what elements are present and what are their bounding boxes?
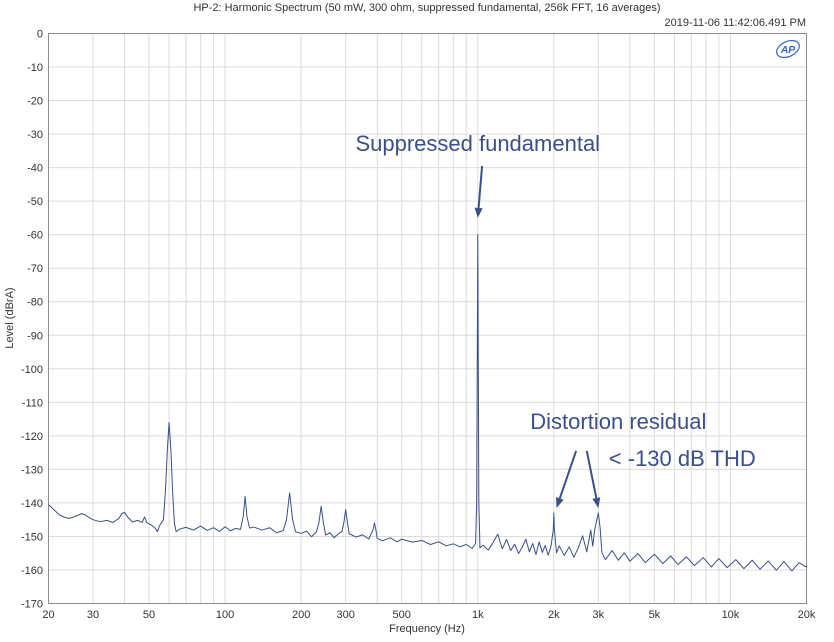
x-tick-label: 20k	[798, 609, 816, 621]
y-tick-label: -30	[27, 129, 43, 141]
x-tick-label: 30	[87, 609, 99, 621]
x-tick-label: 200	[292, 609, 310, 621]
x-axis-tick-labels: 20 30 50 100 200 300 500 1k 2k 3k 5k 10k 20k	[42, 609, 815, 621]
y-tick-label: -90	[27, 330, 43, 342]
y-tick-label: -150	[21, 531, 43, 543]
y-tick-label: -130	[21, 464, 43, 476]
x-tick-label: 2k	[548, 609, 560, 621]
y-tick-label: -70	[27, 263, 43, 275]
annotation-arrow	[556, 450, 578, 508]
annotation-label: < -130 dB THD	[609, 446, 756, 471]
chart-timestamp: 2019-11-06 11:42:06.491 PM	[665, 17, 806, 29]
annotation-label: Suppressed fundamental	[355, 131, 600, 156]
ap-logo-icon: AP	[776, 39, 800, 59]
annotation-arrow	[585, 450, 601, 508]
x-tick-label: 50	[143, 609, 155, 621]
x-tick-label: 3k	[593, 609, 605, 621]
x-tick-label: 20	[42, 609, 54, 621]
y-axis-tick-labels: 0 -10 -20 -30 -40 -50 -60 -70 -80 -90 -100 -110 -120…	[21, 29, 43, 611]
y-tick-label: -160	[21, 565, 43, 577]
series-layer	[48, 234, 807, 572]
x-axis-label: Frequency (Hz)	[389, 623, 465, 635]
y-tick-label: -20	[27, 96, 43, 108]
y-tick-label: -80	[27, 297, 43, 309]
y-axis-label: Level (dBrA)	[4, 287, 16, 348]
y-tick-label: -60	[27, 230, 43, 242]
annotation-arrow	[474, 165, 484, 218]
y-tick-label: -100	[21, 364, 43, 376]
y-tick-label: -40	[27, 163, 43, 175]
chart-title: HP-2: Harmonic Spectrum (50 mW, 300 ohm,…	[193, 2, 660, 14]
y-tick-label: -120	[21, 431, 43, 443]
x-tick-label: 500	[393, 609, 411, 621]
x-tick-label: 1k	[472, 609, 484, 621]
y-tick-label: -10	[27, 62, 43, 74]
x-tick-label: 300	[336, 609, 354, 621]
annotation-layer: Suppressed fundamental Distortion residua…	[355, 131, 756, 508]
plot-area-border	[48, 33, 807, 604]
ap-logo-text: AP	[780, 44, 797, 56]
x-tick-label: 100	[216, 609, 234, 621]
x-tick-label: 5k	[649, 609, 661, 621]
grid-lines	[48, 33, 807, 604]
x-tick-label: 10k	[722, 609, 740, 621]
y-tick-label: -50	[27, 196, 43, 208]
y-tick-label: -110	[22, 397, 43, 409]
annotation-label: Distortion residual	[530, 409, 706, 434]
y-tick-label: -170	[21, 599, 43, 611]
spectrum-line	[48, 234, 807, 572]
y-tick-label: -140	[21, 498, 43, 510]
y-tick-label: 0	[37, 29, 43, 41]
